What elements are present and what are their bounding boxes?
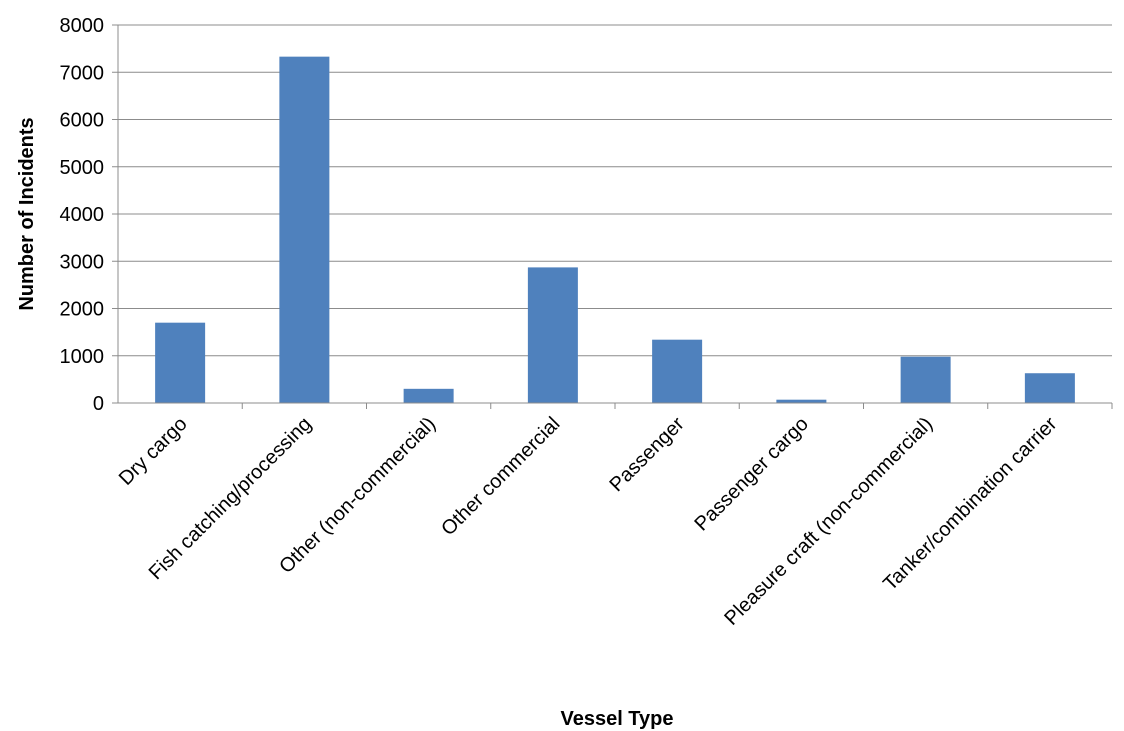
y-tick-label-6000: 6000 — [60, 110, 105, 132]
bar-5 — [776, 399, 827, 403]
y-tick-label-7000: 7000 — [60, 62, 105, 84]
y-tick-label-3000: 3000 — [60, 251, 105, 273]
bars — [155, 56, 1075, 403]
y-axis-title: Number of Incidents — [16, 117, 38, 310]
bar-7 — [1024, 373, 1075, 403]
x-category-label-0: Dry cargo — [115, 413, 192, 490]
bar-4 — [652, 339, 703, 403]
gridlines — [118, 24, 1112, 357]
y-tick-label-1000: 1000 — [60, 346, 105, 368]
y-tick-label-4000: 4000 — [60, 204, 105, 226]
x-category-label-5: Passenger cargo — [690, 413, 812, 535]
y-tick-label-5000: 5000 — [60, 157, 105, 179]
x-category-label-3: Other commercial — [437, 413, 564, 540]
bar-6 — [900, 356, 951, 403]
bar-3 — [527, 267, 578, 403]
y-tick-label-2000: 2000 — [60, 299, 105, 321]
x-category-label-4: Passenger — [605, 413, 688, 496]
y-axis-ticks: 0 1000 2000 3000 4000 5000 6000 7000 8000 — [60, 15, 118, 415]
x-axis-title: Vessel Type — [560, 708, 673, 730]
y-tick-label-8000: 8000 — [60, 15, 105, 37]
y-tick-label-0: 0 — [93, 393, 104, 415]
bar-0 — [155, 322, 206, 403]
bar-2 — [403, 388, 454, 403]
bar-1 — [279, 56, 330, 403]
x-category-label-6: Pleasure craft (non-commercial) — [720, 413, 937, 630]
